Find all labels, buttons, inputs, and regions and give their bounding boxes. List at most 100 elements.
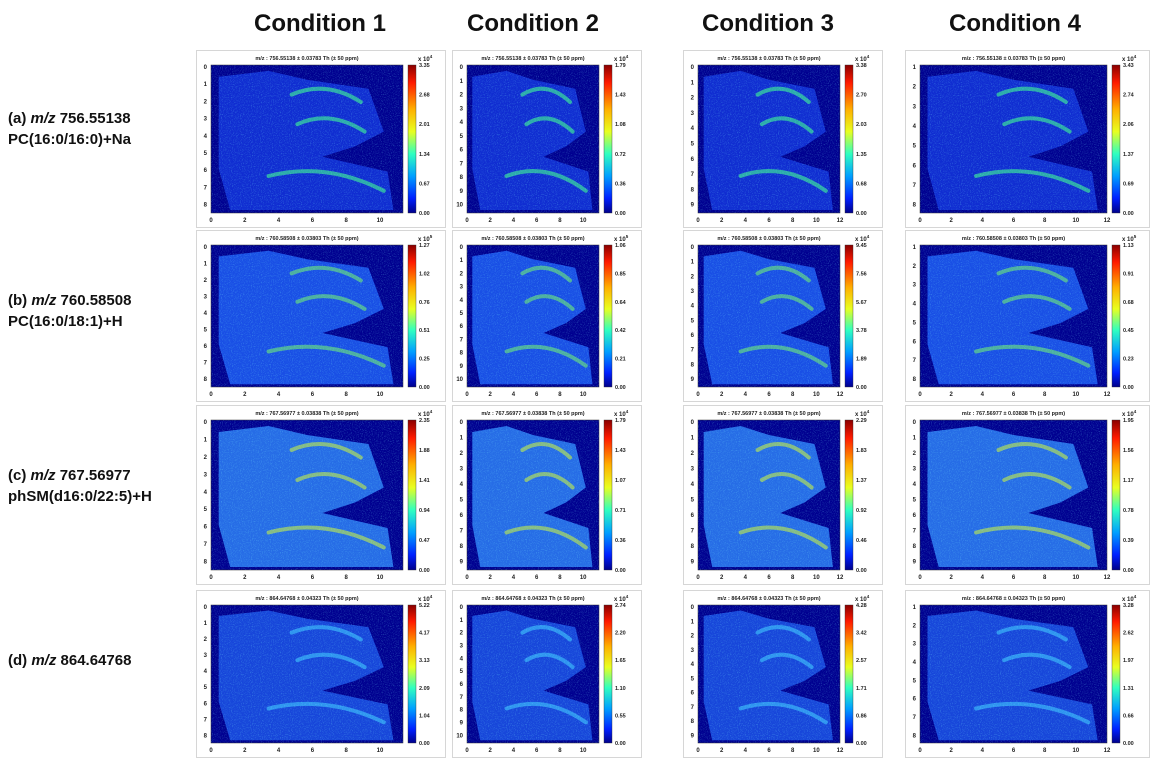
- colorbar-tick-label: 0.00: [856, 741, 867, 747]
- y-tick-label: 4: [913, 482, 917, 488]
- y-tick-label: 3: [460, 644, 464, 650]
- panel-image: m/z : 767.56977 ± 0.03838 Th (± 50 ppm) x…: [460, 409, 629, 581]
- x-tick-label: 6: [767, 748, 771, 754]
- x-tick-label: 10: [1072, 748, 1079, 754]
- y-tick-label: 4: [691, 482, 695, 488]
- colorbar-tick-label: 0.91: [1123, 271, 1134, 277]
- colorbar-tick-label: 0.36: [615, 538, 626, 544]
- speckle: [698, 605, 840, 743]
- row-label: (c) m/z 767.56977 phSM(d16:0/22:5)+H: [8, 465, 152, 507]
- colorbar-tick-label: 2.70: [856, 93, 867, 99]
- colorbar-scale: x 104: [855, 54, 870, 63]
- y-tick-label: 5: [204, 507, 208, 513]
- y-tick-label: 0: [460, 245, 464, 251]
- colorbar-tick-label: 1.71: [856, 686, 867, 692]
- y-tick-label: 0: [691, 65, 695, 71]
- scale-exponent: 4: [626, 409, 629, 414]
- row-mass: 767.56977: [59, 467, 131, 484]
- x-tick-label: 10: [813, 575, 820, 581]
- x-tick-label: 12: [837, 392, 844, 398]
- x-tick-label: 10: [1072, 575, 1079, 581]
- colorbar-tick-label: 1.95: [1123, 418, 1134, 424]
- panel-image: m/z : 767.56977 ± 0.03838 Th (± 50 ppm) x…: [204, 409, 433, 581]
- colorbar-tick-label: 0.00: [419, 741, 430, 747]
- speckle: [698, 245, 840, 387]
- x-tick-label: 0: [465, 392, 469, 398]
- colorbar-tick-label: 0.71: [615, 508, 626, 514]
- y-tick-label: 1: [204, 262, 208, 268]
- y-tick-label: 4: [913, 302, 917, 308]
- panel-image: m/z : 864.64768 ± 0.04323 Th (± 50 ppm) x…: [456, 594, 629, 754]
- colorbar-tick-label: 3.42: [856, 631, 867, 637]
- panel-title: m/z : 767.56977 ± 0.03838 Th (± 50 ppm): [962, 411, 1065, 417]
- row-mass: 760.58508: [60, 292, 132, 309]
- x-tick-label: 6: [311, 218, 315, 224]
- x-tick-label: 0: [918, 748, 922, 754]
- y-tick-label: 5: [460, 311, 464, 317]
- panel-image: m/z : 767.56977 ± 0.03838 Th (± 50 ppm) x…: [691, 409, 870, 581]
- colorbar-tick-label: 3.38: [856, 63, 867, 69]
- colorbar-tick-label: 9.45: [856, 243, 867, 249]
- y-tick-label: 8: [913, 733, 917, 739]
- x-tick-label: 0: [918, 575, 922, 581]
- y-tick-label: 0: [460, 65, 464, 71]
- x-tick-label: 4: [744, 392, 748, 398]
- y-tick-label: 9: [460, 560, 464, 566]
- colorbar-tick-label: 0.78: [1123, 508, 1134, 514]
- colorbar-tick-label: 0.72: [615, 152, 626, 158]
- colorbar-tick-label: 2.01: [419, 122, 430, 128]
- y-tick-label: 2: [691, 634, 695, 640]
- y-tick-label: 6: [913, 339, 917, 345]
- y-tick-label: 4: [460, 482, 464, 488]
- x-tick-label: 4: [981, 218, 985, 224]
- colorbar-tick-label: 1.83: [856, 448, 867, 454]
- colorbar-tick-label: 3.43: [1123, 63, 1134, 69]
- colorbar-scale: x 104: [614, 409, 629, 418]
- colorbar-tick-label: 0.45: [1123, 328, 1134, 334]
- x-tick-label: 6: [767, 218, 771, 224]
- colorbar: [1111, 244, 1121, 388]
- panel: m/z : 760.58508 ± 0.03803 Th (± 50 ppm) x…: [905, 230, 1150, 402]
- colorbar-tick-label: 0.00: [615, 568, 626, 574]
- x-tick-label: 6: [1012, 392, 1016, 398]
- x-tick-label: 6: [535, 392, 539, 398]
- x-tick-label: 4: [512, 392, 516, 398]
- panel-title: m/z : 756.55138 ± 0.03783 Th (± 50 ppm): [255, 56, 358, 62]
- y-tick-label: 1: [691, 436, 695, 442]
- x-tick-label: 4: [512, 218, 516, 224]
- colorbar-tick-label: 0.25: [419, 357, 430, 363]
- y-tick-label: 8: [913, 203, 917, 209]
- colorbar-tick-label: 1.04: [419, 713, 431, 719]
- y-tick-label: 8: [460, 708, 464, 714]
- x-tick-label: 6: [767, 575, 771, 581]
- x-tick-label: 0: [918, 218, 922, 224]
- colorbar-tick-label: 1.37: [856, 478, 867, 484]
- panel-image: m/z : 756.55138 ± 0.03783 Th (± 50 ppm) x…: [456, 54, 628, 224]
- colorbar: [844, 419, 854, 571]
- panel: m/z : 756.55138 ± 0.03783 Th (± 50 ppm) x…: [452, 50, 642, 228]
- x-tick-label: 4: [277, 392, 281, 398]
- x-tick-label: 8: [344, 392, 348, 398]
- colorbar-scale: x 104: [855, 234, 870, 243]
- colorbar-tick-label: 2.03: [856, 122, 867, 128]
- y-tick-label: 5: [691, 498, 695, 504]
- scale-exponent: 4: [626, 594, 629, 599]
- colorbar-tick-label: 0.36: [615, 181, 626, 187]
- y-tick-label: 9: [460, 721, 464, 727]
- y-tick-label: 5: [691, 141, 695, 147]
- y-tick-label: 6: [460, 324, 464, 330]
- colorbar-tick-label: 0.55: [615, 713, 626, 719]
- y-tick-label: 10: [456, 377, 463, 383]
- colorbar-tick-label: 0.00: [419, 568, 430, 574]
- x-tick-label: 8: [791, 218, 795, 224]
- panel-title: m/z : 760.58508 ± 0.03803 Th (± 50 ppm): [962, 236, 1065, 242]
- colorbar-tick-label: 1.79: [615, 418, 626, 424]
- x-tick-label: 8: [558, 218, 562, 224]
- y-tick-label: 6: [691, 691, 695, 697]
- x-tick-label: 0: [209, 392, 213, 398]
- y-tick-label: 4: [460, 656, 464, 662]
- y-tick-label: 1: [460, 258, 464, 264]
- y-tick-label: 7: [691, 705, 695, 711]
- y-tick-label: 3: [460, 285, 464, 291]
- y-tick-label: 1: [691, 260, 695, 266]
